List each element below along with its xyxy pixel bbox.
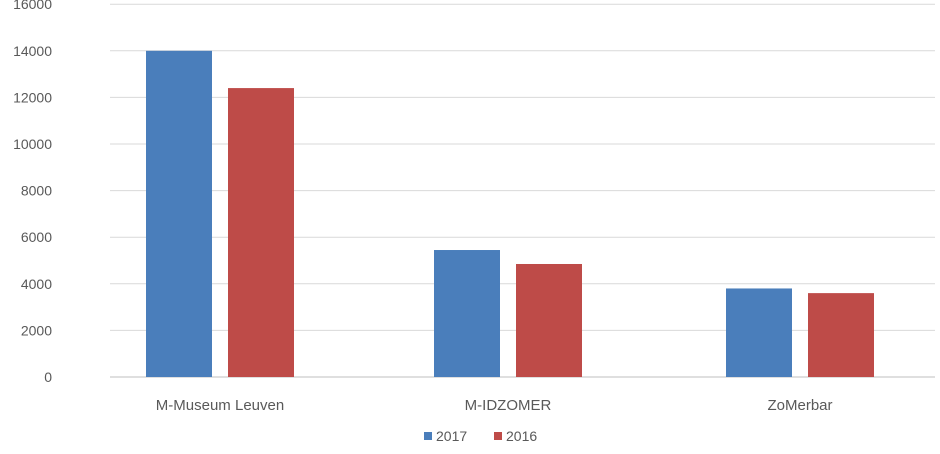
y-tick-label: 14000: [13, 43, 52, 59]
y-tick-label: 10000: [13, 136, 52, 152]
bar-2017: [146, 50, 212, 378]
category-label: M-Museum Leuven: [156, 397, 284, 414]
legend-swatch: [494, 432, 502, 440]
bar-2017: [726, 288, 792, 377]
y-tick-label: 8000: [21, 183, 52, 199]
legend-label: 2016: [506, 428, 537, 444]
legend: 2017 2016: [424, 428, 537, 444]
y-tick-label: 2000: [21, 322, 52, 338]
y-tick-label: 16000: [13, 0, 52, 12]
y-tick-label: 12000: [13, 89, 52, 105]
category-label: M-IDZOMER: [465, 397, 552, 414]
y-tick-label: 4000: [21, 276, 52, 292]
bar-2016: [516, 263, 582, 377]
bar-2016: [808, 293, 874, 377]
bar-2017: [434, 250, 500, 377]
y-tick-label: 0: [44, 369, 52, 385]
category-label: ZoMerbar: [767, 397, 832, 414]
legend-swatch: [424, 432, 432, 440]
legend-label: 2017: [436, 428, 467, 444]
bar-2016: [228, 88, 294, 377]
y-tick-label: 6000: [21, 229, 52, 245]
